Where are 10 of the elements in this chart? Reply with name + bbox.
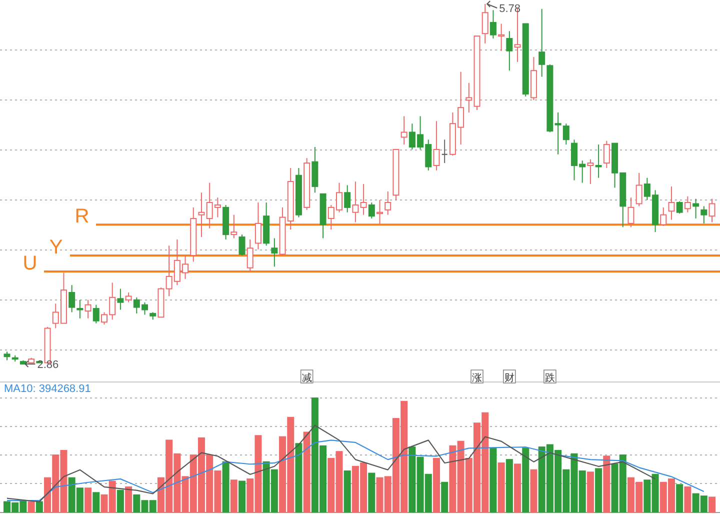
annotation: 2.86 [37,359,59,371]
ref-line-label: Y [49,236,63,259]
ref-line-label: R [74,206,90,228]
x-tick-label: 涨 [472,372,482,384]
annotation: 5.78 [499,3,521,15]
text: MA10: 394268.91 [4,383,91,395]
ref-line-label: U [22,252,38,275]
x-tick-label: 减 [302,372,312,384]
x-tick-label: 财 [504,372,514,384]
x-tick-label: 跌 [544,372,555,384]
